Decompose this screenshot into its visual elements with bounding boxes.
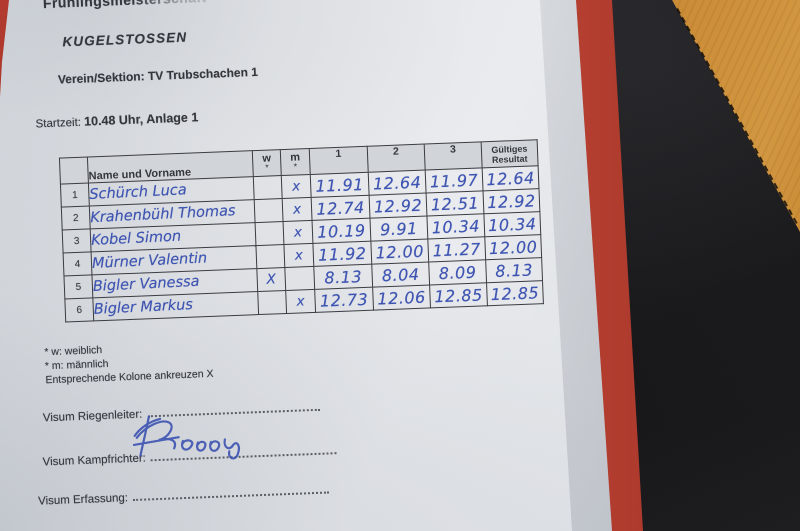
header-female-asterisk: * — [264, 162, 269, 173]
female-mark — [255, 221, 284, 246]
header-attempt-2: 2 — [367, 144, 426, 173]
footnotes: * w: weiblich * m: männlich Entsprechend… — [44, 339, 214, 387]
visum-erfassung-line: Visum Erfassung: — [37, 480, 329, 508]
header-male: m * — [280, 148, 311, 176]
header-attempt-1: 1 — [309, 146, 369, 175]
attempt2-value: 12.92 — [369, 193, 427, 219]
male-mark: x — [282, 197, 313, 222]
attempt3-value: 12.85 — [429, 282, 488, 308]
attempt1-value: 11.91 — [310, 172, 370, 198]
female-mark: X — [256, 267, 286, 292]
attempt3-value: 11.97 — [425, 167, 484, 194]
row-number: 2 — [61, 205, 91, 231]
header-male-asterisk: * — [293, 160, 298, 172]
club-label: Verein/Sektion: — [57, 69, 145, 87]
male-mark: x — [285, 289, 316, 314]
attempt2-value: 8.04 — [371, 261, 430, 288]
best-result-value: 12.64 — [482, 165, 539, 191]
female-mark — [254, 198, 284, 223]
female-mark — [255, 244, 285, 269]
visum-erfassung-label: Visum Erfassung: — [37, 492, 129, 508]
start-time-label: Startzeit: — [35, 116, 82, 131]
result-sheet: Frühlingsmeisterschaft KUGELSTOSSEN Vere… — [20, 0, 603, 531]
attempt2-value: 9.91 — [369, 216, 428, 242]
header-row-number — [59, 157, 89, 185]
male-mark: x — [283, 243, 314, 268]
attempt3-value: 11.27 — [427, 236, 486, 262]
athlete-name: Bigler Markus — [92, 291, 259, 321]
best-result-value: 10.34 — [483, 211, 541, 237]
row-number: 1 — [60, 182, 90, 208]
attempt1-value: 10.19 — [312, 218, 371, 244]
attempt3-value: 10.34 — [426, 213, 485, 239]
attempt2-value: 12.00 — [370, 238, 429, 265]
best-result-value: 8.13 — [485, 257, 543, 283]
header-attempt-3: 3 — [424, 141, 483, 171]
attempt1-value: 12.73 — [314, 287, 374, 313]
attempt3-value: 12.51 — [426, 190, 484, 217]
best-result-value: 12.85 — [486, 280, 544, 306]
header-female: w * — [252, 149, 282, 177]
header-result-line2: Resultat — [491, 153, 528, 165]
female-mark — [257, 290, 287, 315]
row-number: 3 — [62, 228, 92, 254]
attempt2-value: 12.64 — [368, 170, 427, 196]
male-mark: x — [281, 174, 312, 199]
attempt2-value: 12.06 — [372, 284, 431, 311]
start-time-line: Startzeit: 10.48 Uhr, Anlage 1 — [35, 110, 198, 130]
female-mark — [253, 175, 283, 200]
row-number: 6 — [64, 297, 94, 322]
row-number: 4 — [63, 251, 92, 276]
best-result-value: 12.00 — [484, 234, 542, 260]
attempt3-value: 8.09 — [428, 259, 487, 285]
row-number: 5 — [63, 274, 93, 299]
attempt1-value: 8.13 — [313, 264, 373, 290]
male-mark: x — [283, 220, 313, 245]
signature-dotted-line — [132, 480, 329, 502]
best-result-value: 12.92 — [483, 188, 540, 214]
attempt1-value: 12.74 — [311, 195, 370, 221]
header-valid-result: Gültiges Resultat — [481, 139, 539, 168]
attempt1-value: 11.92 — [312, 241, 372, 267]
club-value: TV Trubschachen 1 — [147, 64, 259, 84]
kampfrichter-signature — [132, 415, 240, 460]
male-mark — [284, 266, 315, 291]
event-title: KUGELSTOSSEN — [62, 29, 188, 50]
start-time-value: 10.48 Uhr, Anlage 1 — [83, 110, 199, 129]
visum-riegenleiter-label: Visum Riegenleiter: — [42, 408, 143, 425]
results-table: Name und Vorname w * m * 1 2 3 Gültiges … — [59, 139, 544, 322]
club-line: Verein/Sektion: TV Trubschachen 1 — [58, 65, 258, 87]
